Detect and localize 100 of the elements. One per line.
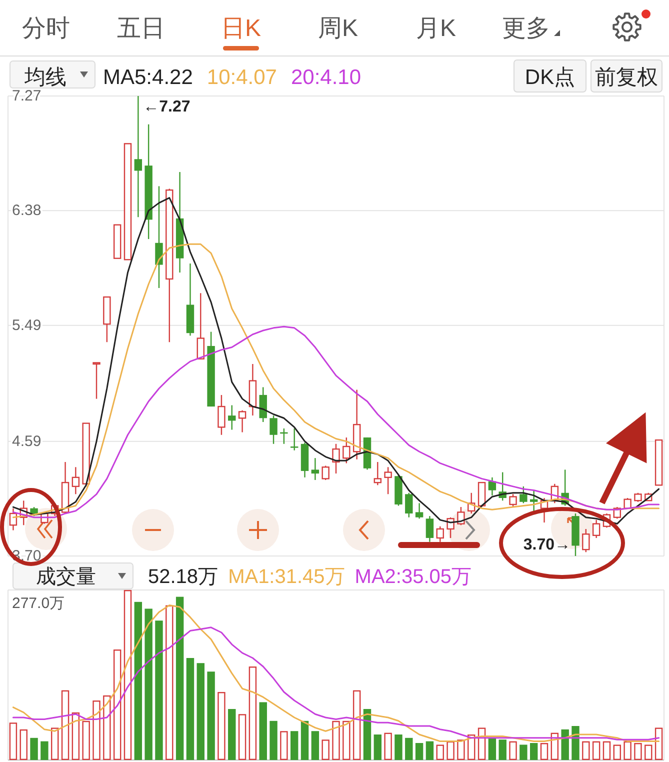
text: 更多 <box>502 15 550 42</box>
text: 日K <box>220 15 262 42</box>
text: 20:4.10 <box>290 66 362 89</box>
candlestick <box>30 506 38 517</box>
bar <box>103 695 111 760</box>
candlestick <box>478 482 486 506</box>
bar <box>582 741 590 760</box>
bar <box>144 608 152 760</box>
candlestick <box>488 476 496 496</box>
candlestick <box>270 414 278 444</box>
bar <box>290 731 298 760</box>
bar <box>624 741 632 760</box>
y-tick-label: 5.49 <box>12 316 42 334</box>
bar <box>155 620 163 760</box>
text: MA5:4.22 <box>103 66 193 89</box>
bar <box>300 720 309 760</box>
bar <box>436 744 444 760</box>
bar <box>332 720 340 760</box>
bar <box>311 731 320 760</box>
bar <box>634 743 642 760</box>
bar <box>374 734 382 760</box>
bar <box>384 732 392 760</box>
bar <box>613 744 621 760</box>
bar <box>457 740 465 760</box>
bar <box>218 692 226 760</box>
bar <box>207 672 215 760</box>
chart-subtitle: 52.18万 <box>148 566 218 588</box>
bar <box>259 702 267 760</box>
chart-title: 成交量 <box>36 566 96 588</box>
candlestick <box>384 466 392 495</box>
text: 分时 <box>22 15 70 42</box>
candlestick <box>248 363 257 416</box>
bar <box>602 741 611 760</box>
candlestick <box>259 386 267 423</box>
annotation: 277.0万 <box>12 595 65 612</box>
bar <box>82 720 90 760</box>
candlestick <box>72 466 80 495</box>
bar <box>92 700 100 760</box>
text: 前复权 <box>595 66 658 89</box>
candlestick <box>405 492 413 518</box>
bar <box>270 720 278 760</box>
bar <box>342 720 350 760</box>
bar <box>478 728 486 760</box>
annotation: 3.70→ <box>523 536 570 554</box>
bar <box>228 709 236 760</box>
candlestick <box>426 515 434 542</box>
bar <box>248 666 257 760</box>
candlestick <box>218 394 226 436</box>
bar <box>468 734 476 760</box>
bar <box>592 741 600 760</box>
bar <box>322 740 330 760</box>
y-tick-label: 6.38 <box>12 202 42 220</box>
bar <box>51 728 59 760</box>
bar <box>20 729 28 760</box>
bar <box>498 740 506 760</box>
candlestick <box>290 428 298 451</box>
bar <box>40 741 48 760</box>
text: 月K <box>416 15 456 42</box>
bar <box>520 744 528 760</box>
bar <box>509 741 517 760</box>
candlestick <box>520 486 528 504</box>
bar <box>176 596 184 760</box>
bar <box>426 741 434 760</box>
text: MA2:35.05万 <box>354 566 472 588</box>
bar <box>530 743 538 760</box>
candlestick <box>311 457 320 481</box>
bar <box>352 690 361 760</box>
text: MA1:31.45万 <box>228 566 345 588</box>
text: DK点 <box>524 66 576 89</box>
candlestick <box>196 292 204 360</box>
candlestick <box>103 296 111 343</box>
bar <box>394 734 402 760</box>
bar <box>561 729 569 760</box>
candlestick <box>342 436 350 464</box>
candlestick <box>352 389 361 460</box>
chart-title: 均线 <box>24 66 66 89</box>
candlestick <box>374 461 382 486</box>
candlestick <box>238 410 246 433</box>
candlestick <box>415 502 424 520</box>
bar <box>572 726 580 760</box>
bar <box>124 590 132 760</box>
bar <box>363 709 372 760</box>
bar <box>72 712 80 760</box>
candlestick <box>134 95 142 218</box>
bar <box>9 722 18 760</box>
candlestick <box>92 362 100 400</box>
bar <box>238 714 246 760</box>
bar <box>196 663 204 760</box>
bar <box>280 731 288 760</box>
candlestick <box>166 188 174 343</box>
candlestick <box>332 443 340 474</box>
bar <box>540 743 548 760</box>
bar <box>644 744 652 760</box>
text: 10:4.07 <box>206 66 277 89</box>
annotation: ←7.27 <box>143 98 190 116</box>
candlestick <box>228 404 236 430</box>
bar <box>186 658 194 760</box>
bar <box>415 743 424 760</box>
y-tick-label: 7.27 <box>12 88 42 104</box>
candlestick <box>592 519 600 539</box>
